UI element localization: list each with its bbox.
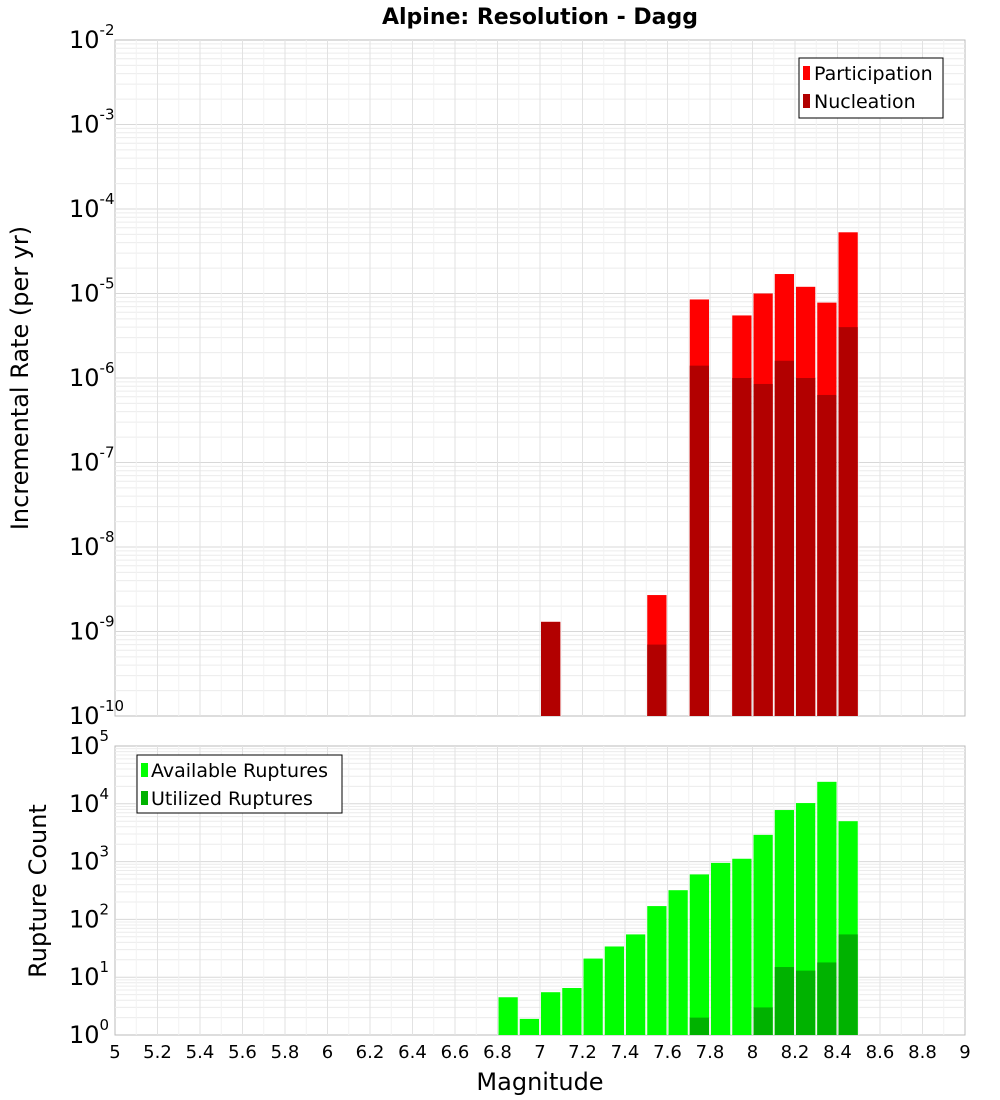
x-tick-label: 6.8 <box>483 1042 512 1063</box>
top-bar-nucleation <box>647 644 667 716</box>
x-tick-label: 8.2 <box>781 1042 810 1063</box>
bottom-y-tick-label: 103 <box>69 843 109 876</box>
bottom-bar-available-ruptures <box>689 874 709 1035</box>
bottom-legend-box <box>136 754 343 814</box>
top-y-tick-label: 10-8 <box>69 528 115 561</box>
top-y-tick-label: 10-2 <box>69 21 115 54</box>
legend-label-utilized: Utilized Ruptures <box>151 788 313 810</box>
bottom-bar-available-ruptures <box>753 834 773 1035</box>
top-y-tick-label: 10-7 <box>69 444 115 477</box>
bottom-bar-utilized-ruptures <box>689 1017 709 1035</box>
x-tick-label: 5.8 <box>271 1042 300 1063</box>
bottom-y-tick-label: 104 <box>69 785 109 818</box>
x-tick-label: 7.4 <box>611 1042 640 1063</box>
top-y-tick-label: 10-9 <box>69 613 115 646</box>
top-y-tick-label: 10-5 <box>69 275 115 308</box>
bottom-bar-available-ruptures <box>519 1018 539 1035</box>
bottom-bar-available-ruptures <box>732 858 752 1035</box>
bottom-y-tick-label: 105 <box>69 727 109 760</box>
chart-title: Alpine: Resolution - Dagg <box>382 5 698 30</box>
bottom-bar-utilized-ruptures <box>817 962 837 1035</box>
bottom-y-tick-label: 100 <box>69 1016 109 1049</box>
x-tick-label: 7.6 <box>653 1042 682 1063</box>
x-tick-label: 7.8 <box>696 1042 725 1063</box>
top-y-axis-label: Incremental Rate (per yr) <box>6 226 34 530</box>
x-tick-label: 9 <box>959 1042 970 1063</box>
bottom-bar-utilized-ruptures <box>753 1007 773 1035</box>
legend-swatch-available <box>141 763 148 777</box>
top-y-tick-label: 10-3 <box>69 106 115 139</box>
x-tick-label: 5.6 <box>228 1042 257 1063</box>
legend-swatch-participation <box>803 66 810 80</box>
bottom-bar-available-ruptures <box>647 906 667 1035</box>
bottom-bar-available-ruptures <box>562 988 582 1035</box>
x-tick-label: 6.4 <box>398 1042 427 1063</box>
top-legend-box <box>798 57 944 119</box>
legend-label-available: Available Ruptures <box>151 760 328 782</box>
bottom-bar-utilized-ruptures <box>774 967 794 1035</box>
bottom-legend: Available Ruptures Utilized Ruptures <box>136 754 343 814</box>
top-bar-nucleation <box>753 383 773 716</box>
top-bar-nucleation <box>838 327 858 716</box>
legend-swatch-nucleation <box>803 94 810 108</box>
bottom-bar-available-ruptures <box>626 934 646 1035</box>
bottom-y-axis-label: Rupture Count <box>24 804 52 978</box>
bottom-bar-available-ruptures <box>583 958 603 1035</box>
bottom-bar-available-ruptures <box>498 997 518 1035</box>
bottom-y-ticks: 100 101 102 103 104 105 <box>69 727 109 1049</box>
legend-label-nucleation: Nucleation <box>814 91 916 113</box>
top-bar-nucleation <box>774 360 794 716</box>
bottom-bars <box>498 781 858 1035</box>
bottom-y-tick-label: 102 <box>69 900 109 933</box>
top-y-tick-label: 10-6 <box>69 359 115 392</box>
top-bar-nucleation <box>732 378 752 716</box>
top-bar-nucleation <box>541 621 561 716</box>
top-grid <box>115 40 965 716</box>
x-tick-label: 5.2 <box>143 1042 172 1063</box>
top-y-tick-label: 10-4 <box>69 190 115 223</box>
top-y-tick-label: 10-10 <box>69 697 124 730</box>
top-bar-nucleation <box>689 365 709 716</box>
x-tick-label: 6.2 <box>356 1042 385 1063</box>
x-tick-label: 7 <box>534 1042 545 1063</box>
legend-swatch-utilized <box>141 791 148 805</box>
bottom-bar-utilized-ruptures <box>838 934 858 1035</box>
bottom-bar-available-ruptures <box>604 946 624 1035</box>
x-tick-label: 8 <box>747 1042 758 1063</box>
x-tick-labels: 5 5.2 5.4 5.6 5.8 6 6.2 6.4 6.6 6.8 7 7.2 7.4 7.6 7.8 8… <box>109 1042 970 1063</box>
bottom-bar-available-ruptures <box>711 862 731 1035</box>
x-tick-label: 5.4 <box>186 1042 215 1063</box>
bottom-bar-available-ruptures <box>541 992 561 1035</box>
top-legend: Participation Nucleation <box>798 57 944 119</box>
x-tick-label: 6.6 <box>441 1042 470 1063</box>
top-y-ticks: 10-10 10-9 10-8 10-7 10-6 10-5 10-4 10-3 10-2 <box>69 21 124 730</box>
bottom-bar-utilized-ruptures <box>796 970 816 1035</box>
x-tick-label: 8.8 <box>908 1042 937 1063</box>
x-tick-label: 8.4 <box>823 1042 852 1063</box>
top-bars <box>541 232 858 716</box>
top-panel: 10-10 10-9 10-8 10-7 10-6 10-5 10-4 10-3 10-2 In… <box>6 21 966 730</box>
top-bar-nucleation <box>817 394 837 716</box>
x-tick-label: 8.6 <box>866 1042 895 1063</box>
bottom-panel: 100 101 102 103 104 105 5 5.2 5.4 5.6 5.8 6 6.2 6.4 6… <box>24 727 971 1096</box>
bottom-y-tick-label: 101 <box>69 958 109 991</box>
legend-label-participation: Participation <box>814 63 933 85</box>
bottom-bar-available-ruptures <box>668 890 688 1035</box>
x-tick-label: 6 <box>322 1042 333 1063</box>
x-axis-label: Magnitude <box>476 1068 603 1096</box>
top-bar-nucleation <box>796 378 816 716</box>
x-tick-label: 5 <box>109 1042 120 1063</box>
x-tick-label: 7.2 <box>568 1042 597 1063</box>
